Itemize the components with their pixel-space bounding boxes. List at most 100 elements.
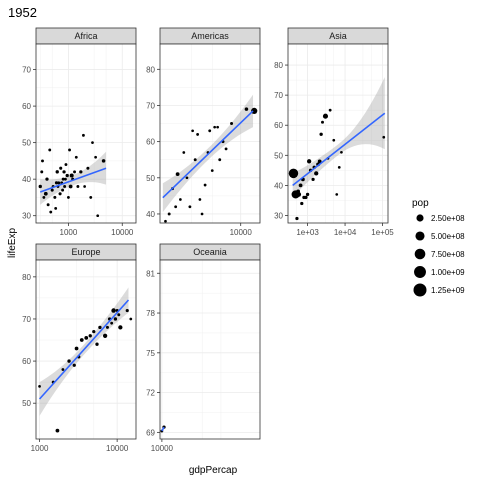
y-tick-label: 30 xyxy=(22,212,31,221)
data-point xyxy=(174,205,178,209)
panel-border xyxy=(287,43,389,224)
data-point xyxy=(191,129,194,133)
facet-panel-americas: Americas 40 50 60 70 80 10000 xyxy=(146,27,261,237)
legend-label: 1.00e+09 xyxy=(431,268,465,277)
data-point xyxy=(48,148,52,152)
y-tick-label: 69 xyxy=(146,428,155,437)
data-point xyxy=(295,216,299,221)
data-point xyxy=(117,313,121,317)
data-point xyxy=(38,184,42,189)
data-point xyxy=(84,336,89,340)
data-point xyxy=(230,122,234,126)
data-point xyxy=(311,177,315,182)
y-tick-label: 50 xyxy=(22,399,31,408)
y-tick-label: 80 xyxy=(22,273,31,282)
y-tick-label: 70 xyxy=(22,315,31,324)
data-point xyxy=(305,192,310,197)
data-point xyxy=(88,334,92,338)
y-tick-label: 60 xyxy=(22,102,31,111)
data-point xyxy=(67,359,71,363)
facet-strip-label: Asia xyxy=(329,31,347,41)
panel-border xyxy=(159,259,261,440)
data-point xyxy=(61,177,65,181)
data-point xyxy=(42,196,46,199)
data-point xyxy=(319,132,323,136)
data-point xyxy=(304,195,308,200)
data-point xyxy=(64,163,68,167)
data-point xyxy=(73,170,77,174)
data-point xyxy=(335,193,339,196)
data-point xyxy=(198,198,202,201)
x-axis-title: gdpPercap xyxy=(189,465,238,476)
data-point xyxy=(332,138,336,142)
data-point xyxy=(110,321,114,325)
data-point xyxy=(216,125,219,129)
data-point xyxy=(118,325,123,330)
y-tick-label: 70 xyxy=(146,101,155,110)
facet-strip-label: Africa xyxy=(74,31,97,41)
y-tick-label: 60 xyxy=(22,357,31,366)
x-tick-label: 10000 xyxy=(111,228,134,237)
x-tick-label: 10000 xyxy=(230,228,253,237)
data-point xyxy=(317,159,322,164)
data-point xyxy=(43,191,48,196)
data-point xyxy=(251,107,258,114)
data-point xyxy=(188,205,192,209)
data-point xyxy=(185,176,189,180)
data-point xyxy=(41,159,44,163)
data-point xyxy=(50,188,54,192)
data-point xyxy=(68,184,73,189)
data-point xyxy=(125,308,129,313)
data-point xyxy=(298,183,303,188)
data-point xyxy=(200,212,204,216)
y-tick-label: 50 xyxy=(146,174,155,183)
data-point xyxy=(224,147,228,151)
y-tick-label: 81 xyxy=(146,269,155,278)
data-point xyxy=(53,195,57,199)
data-point xyxy=(69,173,74,178)
y-tick-label: 70 xyxy=(274,91,283,100)
y-tick-label: 60 xyxy=(146,138,155,147)
data-point xyxy=(129,317,133,321)
data-point xyxy=(54,181,59,185)
x-tick-label: 1000 xyxy=(31,444,49,453)
data-point xyxy=(58,192,62,196)
y-tick-label: 80 xyxy=(146,65,155,74)
data-point xyxy=(244,107,249,111)
x-tick-label: 1000 xyxy=(60,228,78,237)
data-point xyxy=(95,342,99,346)
data-point xyxy=(328,108,332,112)
trend-line xyxy=(292,112,386,187)
x-tick-label: 10000 xyxy=(151,444,174,453)
trend-line xyxy=(39,167,107,193)
legend-label: 2.50e+08 xyxy=(431,214,465,223)
data-point xyxy=(340,150,343,154)
trend-line xyxy=(161,426,165,432)
data-point xyxy=(82,133,85,137)
y-tick-label: 40 xyxy=(274,181,283,190)
data-point xyxy=(203,183,207,187)
data-point xyxy=(79,338,84,342)
data-point xyxy=(86,166,90,170)
data-point xyxy=(102,333,108,338)
y-tick-label: 50 xyxy=(22,139,31,148)
data-point xyxy=(61,188,65,192)
data-point xyxy=(296,192,302,197)
data-point xyxy=(74,346,79,351)
data-point xyxy=(213,125,216,129)
data-point xyxy=(54,206,58,210)
y-tick-label: 72 xyxy=(146,389,155,398)
y-tick-label: 70 xyxy=(22,66,31,75)
data-point xyxy=(179,198,182,201)
y-tick-label: 40 xyxy=(146,210,155,219)
data-point xyxy=(382,135,386,139)
data-point xyxy=(111,308,116,313)
facet-panel-asia: Asia 30 40 50 60 70 80 1e+03 1e+04 1e+05 xyxy=(274,27,394,237)
facet-panel-africa: Africa 30 40 50 60 70 1000 10000 xyxy=(22,27,137,237)
data-point xyxy=(74,155,78,159)
x-tick-label: 10000 xyxy=(106,444,129,453)
data-point xyxy=(38,385,41,388)
data-point xyxy=(167,212,171,216)
data-point xyxy=(91,141,94,144)
data-point xyxy=(45,177,49,181)
